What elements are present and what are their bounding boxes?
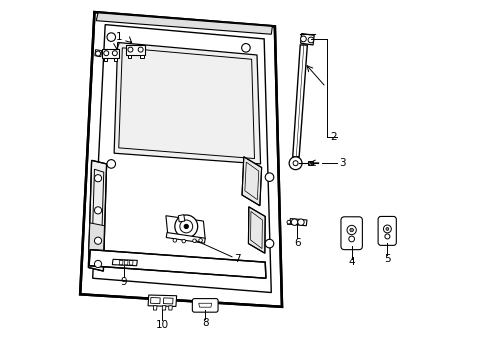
Polygon shape [127, 55, 131, 58]
Circle shape [94, 260, 102, 267]
Text: 6: 6 [293, 238, 300, 248]
Circle shape [138, 47, 143, 52]
Polygon shape [242, 157, 261, 206]
Polygon shape [96, 13, 272, 34]
Polygon shape [292, 45, 307, 157]
Polygon shape [290, 219, 306, 226]
Circle shape [184, 224, 188, 229]
Circle shape [349, 228, 353, 232]
Text: 7: 7 [234, 254, 240, 264]
Polygon shape [153, 306, 157, 310]
Text: 1: 1 [115, 32, 122, 42]
Circle shape [94, 207, 102, 214]
Circle shape [288, 157, 302, 170]
Polygon shape [89, 249, 265, 278]
Circle shape [286, 220, 290, 224]
Polygon shape [287, 221, 290, 224]
Circle shape [383, 225, 390, 233]
Text: 3: 3 [338, 158, 345, 168]
FancyBboxPatch shape [192, 298, 218, 312]
Polygon shape [148, 295, 176, 306]
Circle shape [198, 239, 202, 242]
Polygon shape [307, 161, 313, 165]
Circle shape [192, 239, 196, 243]
Polygon shape [140, 55, 143, 58]
Polygon shape [88, 223, 104, 266]
Circle shape [112, 51, 117, 56]
Polygon shape [88, 160, 106, 271]
Circle shape [264, 173, 273, 181]
Circle shape [128, 47, 133, 52]
FancyBboxPatch shape [340, 217, 362, 249]
Circle shape [346, 225, 356, 235]
Polygon shape [125, 45, 145, 55]
Circle shape [241, 44, 250, 52]
Circle shape [94, 237, 102, 244]
Polygon shape [103, 58, 107, 61]
Polygon shape [248, 207, 264, 253]
Circle shape [291, 219, 297, 225]
Text: 4: 4 [347, 257, 354, 267]
Circle shape [103, 51, 108, 56]
Polygon shape [114, 42, 260, 164]
Text: 9: 9 [120, 277, 127, 287]
Text: 10: 10 [156, 320, 168, 330]
Circle shape [348, 236, 354, 242]
Circle shape [94, 175, 102, 182]
Circle shape [385, 228, 388, 230]
Polygon shape [102, 49, 119, 58]
Polygon shape [300, 33, 313, 45]
FancyBboxPatch shape [377, 216, 395, 246]
Text: 5: 5 [383, 254, 390, 264]
Circle shape [182, 239, 185, 243]
Circle shape [307, 37, 313, 43]
Circle shape [384, 234, 389, 239]
Polygon shape [162, 306, 165, 310]
Polygon shape [166, 233, 205, 243]
Polygon shape [168, 306, 172, 310]
Circle shape [264, 239, 273, 248]
Circle shape [175, 215, 197, 238]
Polygon shape [178, 215, 184, 222]
Text: 2: 2 [330, 132, 336, 142]
Polygon shape [112, 259, 137, 266]
Polygon shape [80, 12, 282, 307]
Circle shape [107, 159, 115, 168]
Circle shape [173, 239, 176, 242]
Circle shape [107, 33, 115, 41]
Polygon shape [114, 58, 117, 61]
Circle shape [95, 51, 101, 56]
Text: 8: 8 [202, 318, 208, 328]
Polygon shape [95, 50, 102, 57]
Circle shape [300, 36, 305, 42]
Circle shape [297, 219, 304, 225]
Polygon shape [165, 216, 205, 239]
